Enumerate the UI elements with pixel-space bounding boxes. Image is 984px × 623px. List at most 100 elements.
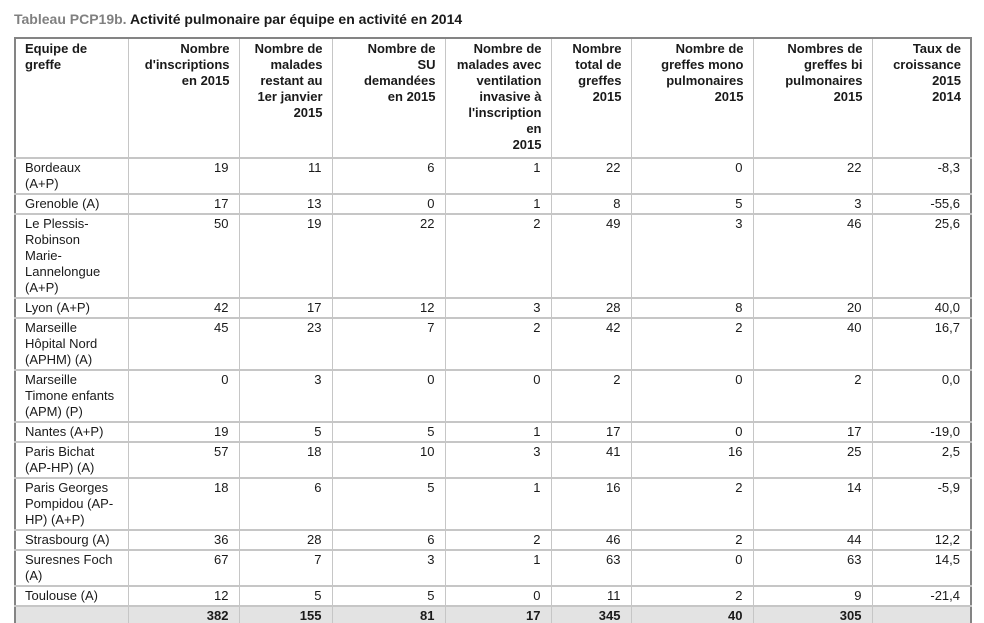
value-cell-su-demandees: 0 — [331, 194, 445, 214]
value-cell-su-demandees: 0 — [331, 370, 445, 422]
value-cell-su-demandees: 22 — [331, 214, 445, 298]
value-cell-total-greffes: 17 — [550, 422, 631, 442]
table-row: Marseille Hôpital Nord (APHM) (A) 45 23 7 2 4… — [14, 318, 971, 370]
value-cell-total-greffes: 41 — [550, 442, 631, 478]
value-cell-greffes-bi: 20 — [752, 298, 872, 318]
column-header-total-greffes: Nombre total de greffes 2015 — [550, 38, 631, 158]
column-header-malades-restant: Nombre de malades restant au 1er janvier… — [238, 38, 332, 158]
table-row: Bordeaux (A+P) 19 11 6 1 22 0 22 -8,3 — [14, 158, 971, 194]
value-cell-greffes-mono: 0 — [630, 158, 753, 194]
value-cell-greffes-mono: 2 — [630, 478, 753, 530]
value-cell-greffes-bi: 3 — [752, 194, 872, 214]
table-title-main: Activité pulmonaire par équipe en activi… — [129, 11, 463, 27]
value-cell-inscriptions: 18 — [127, 478, 239, 530]
value-cell-taux-croissance: 16,7 — [871, 318, 971, 370]
value-cell-greffes-bi: 9 — [752, 586, 872, 606]
value-cell-su-demandees: 6 — [331, 530, 445, 550]
value-cell-inscriptions: 12 — [127, 586, 239, 606]
total-cell-taux-croissance — [871, 606, 971, 623]
value-cell-taux-croissance: -5,9 — [871, 478, 971, 530]
team-cell: Nantes (A+P) — [14, 422, 128, 442]
value-cell-ventilation-invasive: 0 — [444, 586, 551, 606]
value-cell-ventilation-invasive: 3 — [444, 442, 551, 478]
value-cell-greffes-mono: 2 — [630, 318, 753, 370]
total-cell-greffes-bi: 305 — [752, 606, 872, 623]
value-cell-inscriptions: 19 — [127, 422, 239, 442]
value-cell-taux-croissance: -8,3 — [871, 158, 971, 194]
value-cell-su-demandees: 5 — [331, 478, 445, 530]
table-header-row: Equipe de greffe Nombre d'inscriptions en… — [14, 38, 971, 158]
column-header-ventilation-invasive: Nombre de malades avec ventilation invas… — [444, 38, 551, 158]
value-cell-su-demandees: 12 — [331, 298, 445, 318]
value-cell-greffes-mono: 2 — [630, 530, 753, 550]
value-cell-ventilation-invasive: 1 — [444, 158, 551, 194]
value-cell-total-greffes: 16 — [550, 478, 631, 530]
table-row: Toulouse (A) 12 5 5 0 11 2 9 -21,4 — [14, 586, 971, 606]
value-cell-total-greffes: 42 — [550, 318, 631, 370]
value-cell-ventilation-invasive: 2 — [444, 530, 551, 550]
team-cell: Lyon (A+P) — [14, 298, 128, 318]
value-cell-inscriptions: 50 — [127, 214, 239, 298]
team-cell: Toulouse (A) — [14, 586, 128, 606]
value-cell-inscriptions: 45 — [127, 318, 239, 370]
total-cell-inscriptions: 382 — [127, 606, 239, 623]
value-cell-taux-croissance: 12,2 — [871, 530, 971, 550]
column-header-greffes-bi: Nombres de greffes bi pulmonaires 2015 — [752, 38, 872, 158]
value-cell-ventilation-invasive: 1 — [444, 422, 551, 442]
value-cell-greffes-bi: 25 — [752, 442, 872, 478]
total-cell-malades-restant: 155 — [238, 606, 332, 623]
value-cell-malades-restant: 13 — [238, 194, 332, 214]
value-cell-taux-croissance: -21,4 — [871, 586, 971, 606]
value-cell-inscriptions: 19 — [127, 158, 239, 194]
value-cell-inscriptions: 17 — [127, 194, 239, 214]
value-cell-total-greffes: 8 — [550, 194, 631, 214]
total-team-cell — [14, 606, 128, 623]
value-cell-greffes-bi: 44 — [752, 530, 872, 550]
value-cell-total-greffes: 2 — [550, 370, 631, 422]
total-cell-greffes-mono: 40 — [630, 606, 753, 623]
value-cell-malades-restant: 18 — [238, 442, 332, 478]
value-cell-malades-restant: 3 — [238, 370, 332, 422]
value-cell-greffes-bi: 14 — [752, 478, 872, 530]
value-cell-greffes-bi: 40 — [752, 318, 872, 370]
value-cell-taux-croissance: 40,0 — [871, 298, 971, 318]
value-cell-taux-croissance: 2,5 — [871, 442, 971, 478]
value-cell-su-demandees: 6 — [331, 158, 445, 194]
table-body: Bordeaux (A+P) 19 11 6 1 22 0 22 -8,3 Grenoble (A… — [14, 158, 971, 606]
table-title: Tableau PCP19b. Activité pulmonaire par … — [14, 10, 970, 28]
value-cell-total-greffes: 63 — [550, 550, 631, 586]
table-row: Grenoble (A) 17 13 0 1 8 5 3 -55,6 — [14, 194, 971, 214]
table-row: Le Plessis-Robinson Marie-Lannelongue (A… — [14, 214, 971, 298]
value-cell-ventilation-invasive: 1 — [444, 194, 551, 214]
column-header-equipe: Equipe de greffe — [14, 38, 128, 158]
value-cell-greffes-bi: 46 — [752, 214, 872, 298]
column-header-taux-croissance: Taux de croissance 2015 2014 — [871, 38, 971, 158]
value-cell-greffes-bi: 2 — [752, 370, 872, 422]
team-cell: Paris Georges Pompidou (AP-HP) (A+P) — [14, 478, 128, 530]
table-total-row: 382 155 81 17 345 40 305 — [14, 606, 971, 623]
team-cell: Strasbourg (A) — [14, 530, 128, 550]
table-row: Strasbourg (A) 36 28 6 2 46 2 44 12,2 — [14, 530, 971, 550]
value-cell-greffes-bi: 63 — [752, 550, 872, 586]
value-cell-inscriptions: 0 — [127, 370, 239, 422]
value-cell-greffes-mono: 8 — [630, 298, 753, 318]
team-cell: Suresnes Foch (A) — [14, 550, 128, 586]
value-cell-malades-restant: 7 — [238, 550, 332, 586]
value-cell-greffes-mono: 5 — [630, 194, 753, 214]
value-cell-malades-restant: 17 — [238, 298, 332, 318]
team-cell: Grenoble (A) — [14, 194, 128, 214]
value-cell-taux-croissance: 14,5 — [871, 550, 971, 586]
value-cell-malades-restant: 11 — [238, 158, 332, 194]
value-cell-total-greffes: 49 — [550, 214, 631, 298]
value-cell-greffes-bi: 22 — [752, 158, 872, 194]
value-cell-ventilation-invasive: 2 — [444, 318, 551, 370]
value-cell-malades-restant: 6 — [238, 478, 332, 530]
value-cell-greffes-mono: 0 — [630, 370, 753, 422]
value-cell-greffes-mono: 2 — [630, 586, 753, 606]
table-row: Nantes (A+P) 19 5 5 1 17 0 17 -19,0 — [14, 422, 971, 442]
value-cell-malades-restant: 5 — [238, 422, 332, 442]
table-row: Marseille Timone enfants (APM) (P) 0 3 0 0 2 0… — [14, 370, 971, 422]
total-cell-su-demandees: 81 — [331, 606, 445, 623]
value-cell-greffes-bi: 17 — [752, 422, 872, 442]
